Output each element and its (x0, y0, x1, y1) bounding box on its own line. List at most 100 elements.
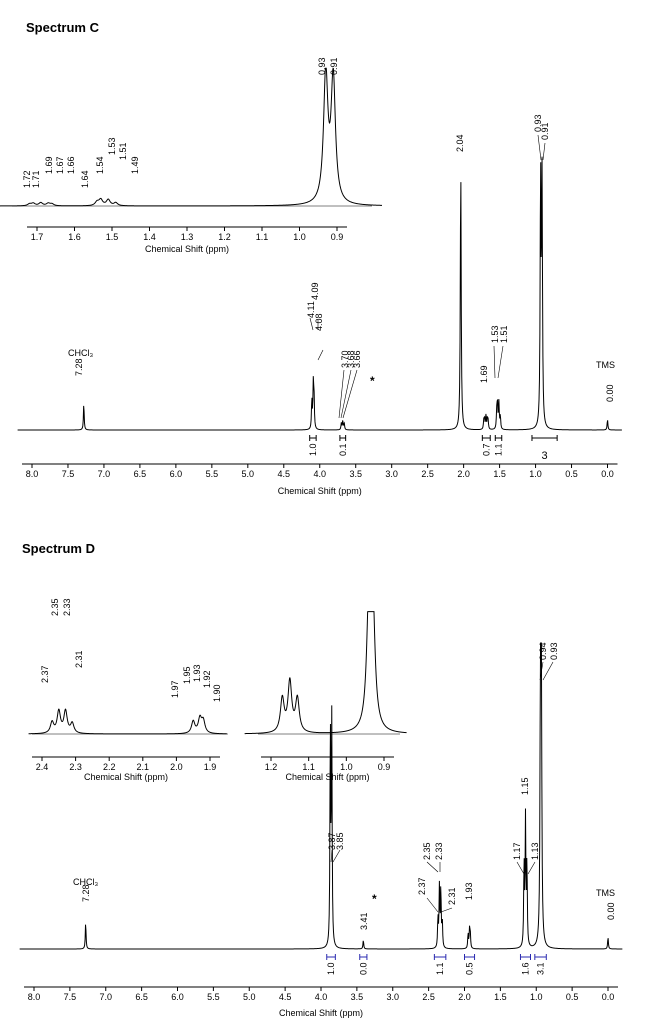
integral-value: 0.1 (338, 443, 348, 456)
x-tick-label: 5.5 (207, 992, 220, 1002)
inset-d1-peak-label-1.97: 1.97 (170, 680, 180, 698)
peak-label-0.93: 0.93 (533, 114, 543, 132)
x-tick-label: 6.0 (170, 469, 183, 479)
peak-label-2.37: 2.37 (417, 877, 427, 895)
peak-label-1.53: 1.53 (490, 325, 500, 343)
x-tick-label: 4.0 (313, 469, 326, 479)
x-tick-label: 3.0 (386, 992, 399, 1002)
peak-label-1.17: 1.17 (512, 842, 522, 860)
inset-c-peak-label-1.67: 1.67 (55, 156, 65, 174)
peak-label-7.28: 7.28 (81, 884, 91, 902)
x-axis-title: Chemical Shift (ppm) (84, 772, 168, 782)
peak-label-3.85: 3.85 (335, 832, 345, 850)
inset-c-x-axis: 1.7 1.6 1.5 1.4 1.3 1.2 1.1 1.0 0.9 Chemical Shif… (27, 226, 347, 254)
label-leader-lines (537, 134, 546, 161)
inset-d1-peak-label-1.95: 1.95 (182, 666, 192, 684)
inset-d1-peak-label-2.33: 2.33 (62, 598, 72, 616)
integral-value: 1.0 (308, 443, 318, 456)
x-tick-label: 3.5 (351, 992, 364, 1002)
x-tick-label: 7.0 (99, 992, 112, 1002)
x-tick-label: 7.5 (62, 469, 75, 479)
inset-c-peak-label-1.51: 1.51 (118, 142, 128, 160)
peak-label-4.09: 4.09 (310, 282, 320, 300)
inset-d1-peak-label-1.93: 1.93 (192, 664, 202, 682)
x-tick-label: 0.9 (331, 232, 344, 242)
inset-d2-trace (244, 611, 407, 735)
peak-label-0.94: 0.94 (538, 642, 548, 660)
x-tick-label: 5.0 (242, 469, 255, 479)
inset-d2-x-axis: 1.2 1.1 1.0 0.9 Chemical Shift (ppm) (261, 756, 394, 782)
x-tick-label: 1.1 (302, 762, 315, 772)
peak-label-1.51: 1.51 (499, 325, 509, 343)
x-axis-title: Chemical Shift (ppm) (285, 772, 369, 782)
integral-value: 3.1 (536, 962, 546, 975)
x-tick-label: 1.5 (106, 232, 119, 242)
x-tick-label: 1.7 (31, 232, 44, 242)
x-tick-label: 2.5 (421, 469, 434, 479)
integral-value: 0.0 (358, 962, 368, 975)
x-tick-label: 2.1 (137, 762, 150, 772)
x-tick-label: 3.0 (385, 469, 398, 479)
peak-label-0.00: 0.00 (605, 384, 615, 402)
label-leader-lines (330, 849, 341, 863)
inset-c-trace (0, 67, 383, 207)
x-tick-label: 1.5 (494, 992, 507, 1002)
inset-c-peak-label-1.53: 1.53 (107, 137, 117, 155)
x-tick-label: 0.9 (378, 762, 391, 772)
x-tick-label: 6.5 (135, 992, 148, 1002)
spectrum-c-x-axis: 8.0 7.5 7.0 6.5 6.0 5.5 5.0 4.5 4.0 3.5 3.0 2.5 2.0 1… (22, 463, 618, 496)
x-tick-label: 4.0 (315, 992, 328, 1002)
inset-c-peak-label-1.69: 1.69 (44, 156, 54, 174)
inset-c-peak-label-1.64: 1.64 (80, 170, 90, 188)
inset-c-peak-label-1.66: 1.66 (66, 156, 76, 174)
x-tick-label: 1.0 (340, 762, 353, 772)
x-tick-label: 2.0 (458, 992, 471, 1002)
x-tick-label: 5.0 (243, 992, 256, 1002)
inset-c-peak-label-1.71: 1.71 (31, 170, 41, 188)
x-tick-label: 0.0 (602, 992, 615, 1002)
x-tick-label: 1.4 (143, 232, 156, 242)
inset-d1-peak-label-1.90: 1.90 (212, 684, 222, 702)
x-tick-label: 0.5 (566, 992, 579, 1002)
peak-label-2.33: 2.33 (434, 842, 444, 860)
spectrum-c-title: Spectrum C (26, 20, 99, 35)
x-tick-label: 4.5 (279, 992, 292, 1002)
inset-d1-peak-label-1.92: 1.92 (202, 670, 212, 688)
x-axis-title: Chemical Shift (ppm) (278, 486, 362, 496)
integral-value: 3 (541, 450, 547, 462)
x-tick-label: 2.0 (457, 469, 470, 479)
x-tick-label: 6.0 (171, 992, 184, 1002)
spectrum-c-trace (17, 156, 622, 431)
tms-label: TMS (596, 888, 615, 898)
peak-label-3.66: 3.66 (352, 350, 362, 368)
x-tick-label: 1.0 (530, 992, 543, 1002)
inset-d1-x-axis: 2.4 2.3 2.2 2.1 2.0 1.9 Chemical Shift (ppm) (32, 756, 220, 782)
x-tick-label: 1.9 (204, 762, 217, 772)
peak-label-0.91: 0.91 (540, 122, 550, 140)
x-tick-label: 8.0 (28, 992, 41, 1002)
x-tick-label: 1.5 (493, 469, 506, 479)
x-tick-label: 7.0 (98, 469, 111, 479)
x-tick-label: 2.3 (69, 762, 82, 772)
peak-label-1.93: 1.93 (464, 882, 474, 900)
spectrum-d-title: Spectrum D (22, 541, 95, 556)
label-leader-lines (516, 861, 536, 875)
integral-value: 1.1 (494, 443, 504, 456)
peak-label-0.00: 0.00 (606, 902, 616, 920)
spectrum-d-x-axis: 8.0 7.5 7.0 6.5 6.0 5.5 5.0 4.5 4.0 3.5 3.0 2.5 2.0 1… (24, 986, 618, 1018)
x-tick-label: 1.6 (68, 232, 81, 242)
label-leader-lines (338, 369, 358, 419)
x-tick-label: 2.5 (422, 992, 435, 1002)
peak-label-7.28: 7.28 (74, 358, 84, 376)
peak-label-3.87: 3.87 (327, 832, 337, 850)
impurity-star: * (370, 374, 375, 388)
chcl3-label: CHCl₃ (68, 348, 93, 358)
x-axis-title: Chemical Shift (ppm) (279, 1008, 363, 1018)
integral-group: 1.0 0.1 0.7 1.1 3 (308, 435, 558, 462)
inset-d1-peak-label-2.37: 2.37 (40, 665, 50, 683)
label-leader-lines (539, 661, 554, 681)
integral-value: 1.6 (520, 962, 530, 975)
peak-label-4.11: 4.11 (306, 301, 316, 318)
chcl3-label: CHCl₃ (73, 877, 98, 887)
